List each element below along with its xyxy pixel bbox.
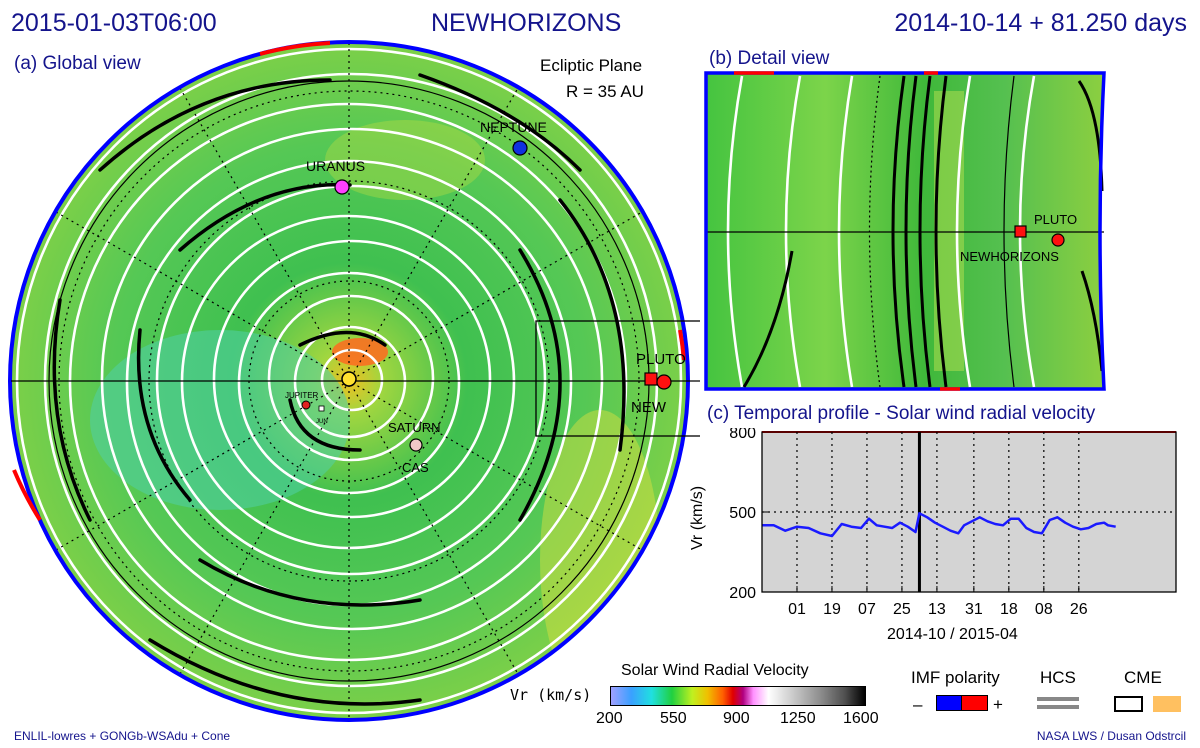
detail-view-plot: PLUTO NEWHORIZONS <box>704 71 1106 391</box>
y-tick-label: 500 <box>729 505 756 522</box>
x-tick-label: 31 <box>965 601 983 618</box>
temporal-ylabel: Vr (km/s) <box>689 485 706 551</box>
detail-pluto-marker <box>1051 233 1065 247</box>
neptune-marker <box>512 140 528 156</box>
imf-minus-label: – <box>913 695 923 714</box>
imf-positive-swatch <box>961 695 988 711</box>
temporal-profile-chart: 01 19 07 25 13 31 18 08 26 200 500 800 <box>729 428 1177 618</box>
saturn-marker <box>409 438 423 452</box>
imf-polarity-label: IMF polarity <box>911 668 1000 687</box>
imf-negative-swatch <box>936 695 963 711</box>
pluto-label: PLUTO <box>636 351 686 368</box>
colorbar-unit: Vr (km/s) <box>510 686 592 704</box>
colorbar-title: Solar Wind Radial Velocity <box>621 662 809 679</box>
colorbar-tick-200: 200 <box>596 710 623 727</box>
mission-title: NEWHORIZONS <box>431 9 622 37</box>
pluto-marker <box>656 374 672 390</box>
detail-pluto-label: PLUTO <box>1034 212 1077 227</box>
global-view-title: (a) Global view <box>14 53 141 74</box>
x-tick-label: 25 <box>893 601 911 618</box>
temporal-xlabel: 2014-10 / 2015-04 <box>887 626 1018 643</box>
colorbar-tick-900: 900 <box>723 710 750 727</box>
x-tick-label: 08 <box>1035 601 1053 618</box>
jupiter-label: JUPITER <box>285 391 319 400</box>
velocity-series-line <box>762 512 1116 538</box>
hcs-label: HCS <box>1040 668 1076 687</box>
newhorizons-marker <box>644 372 658 386</box>
imf-plus-label: + <box>993 695 1003 714</box>
x-tick-label: 19 <box>823 601 841 618</box>
juno-marker <box>318 405 325 412</box>
detail-newhorizons-marker <box>1014 225 1027 238</box>
global-view-plot: NEPTUNE URANUS JUPITER SATURN PLUTO NEW … <box>8 40 700 722</box>
colorbar-tick-1600: 1600 <box>843 710 879 727</box>
y-tick-label: 800 <box>729 428 756 442</box>
colorbar-tick-550: 550 <box>660 710 687 727</box>
uranus-marker <box>334 179 350 195</box>
detail-region-box <box>535 320 700 437</box>
jun-label: JUN <box>316 419 328 425</box>
x-tick-label: 26 <box>1070 601 1088 618</box>
colorbar-scale <box>610 686 866 706</box>
elapsed-time: 2014-10-14 + 81.250 days <box>894 9 1187 37</box>
radius-label: R = 35 AU <box>566 82 644 101</box>
cme-fill-swatch <box>1153 696 1181 712</box>
y-tick-label: 200 <box>729 585 756 602</box>
sun-marker <box>341 371 357 387</box>
cme-outline-swatch <box>1114 696 1143 712</box>
cme-label: CME <box>1124 668 1162 687</box>
x-tick-label: 18 <box>1000 601 1018 618</box>
cas-label: CAS <box>402 460 429 475</box>
jupiter-marker <box>301 400 311 410</box>
x-tick-label: 13 <box>928 601 946 618</box>
temporal-title: (c) Temporal profile - Solar wind radial… <box>707 403 1096 424</box>
ecliptic-plane-label: Ecliptic Plane <box>540 56 643 75</box>
author-credit: NASA LWS / Dusan Odstrcil <box>1036 729 1186 743</box>
new-label: NEW <box>631 399 667 416</box>
x-tick-label: 07 <box>858 601 876 618</box>
detail-view-title: (b) Detail view <box>709 48 830 69</box>
colorbar-tick-1250: 1250 <box>780 710 816 727</box>
plot-frame <box>761 431 1177 593</box>
saturn-label: SATURN <box>388 420 440 435</box>
x-tick-label: 01 <box>788 601 806 618</box>
plot-area <box>762 432 1176 592</box>
detail-newhorizons-label: NEWHORIZONS <box>960 249 1059 264</box>
model-credit: ENLIL-lowres + GONGb-WSAdu + Cone <box>14 729 231 743</box>
hcs-swatch-bottom <box>1037 705 1079 709</box>
uranus-label: URANUS <box>306 158 365 174</box>
datetime-title: 2015-01-03T06:00 <box>11 9 217 37</box>
hcs-swatch-top <box>1037 697 1079 701</box>
neptune-label: NEPTUNE <box>480 119 547 135</box>
